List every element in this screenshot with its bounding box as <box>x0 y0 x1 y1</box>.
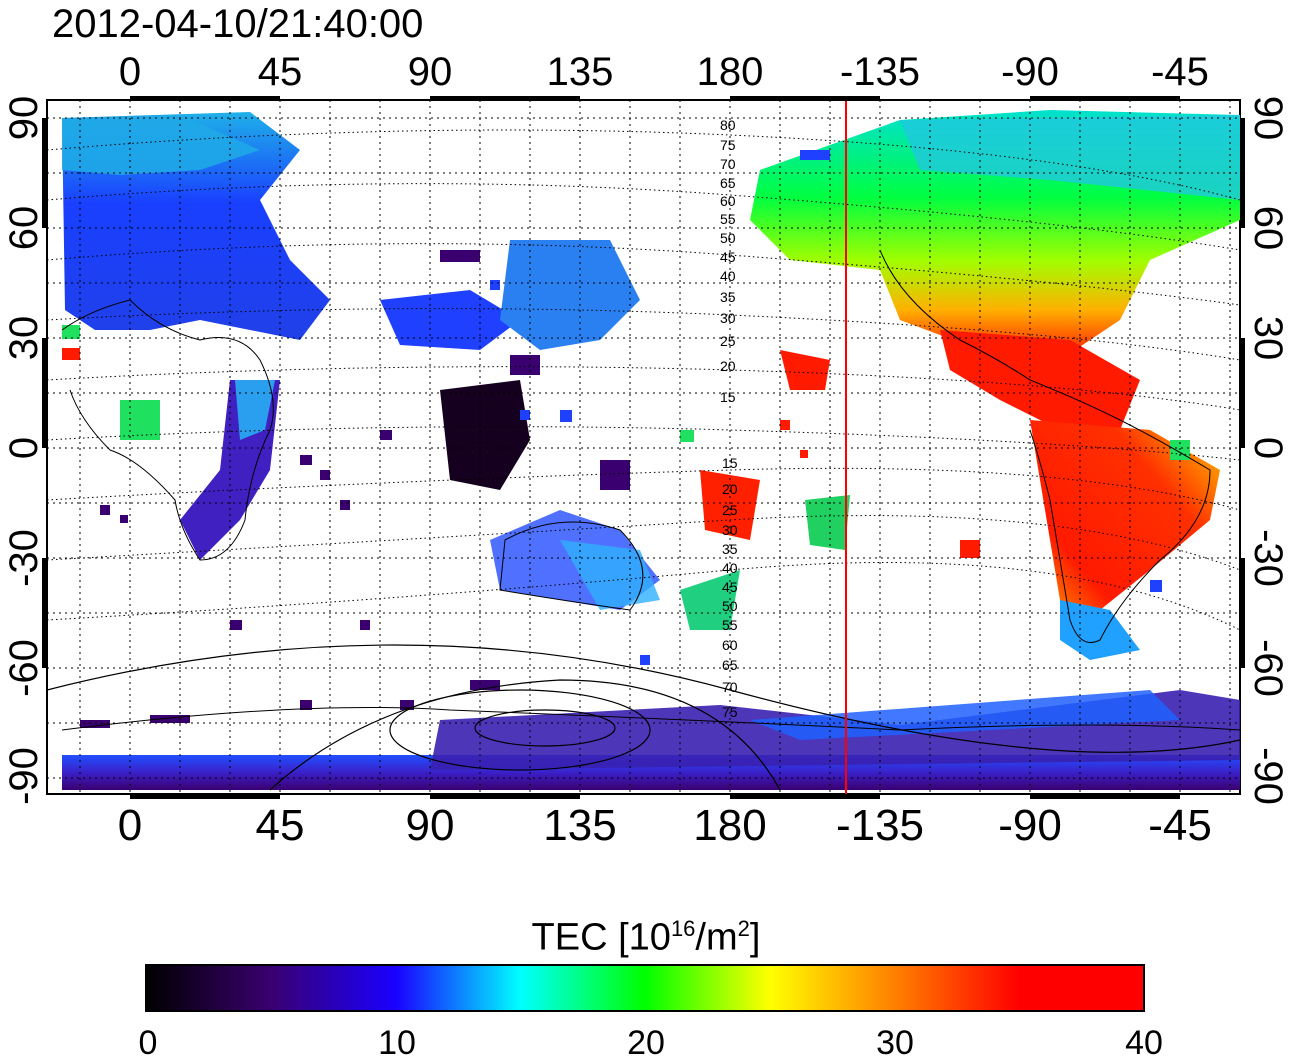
mag-lat-label: 60 <box>720 193 736 209</box>
magnetic-latitude-contours <box>47 129 1240 631</box>
bottom-lon-tick: 0 <box>117 801 143 850</box>
top-lon-tick: 45 <box>257 50 303 94</box>
bottom-lon-tick: -135 <box>835 801 925 850</box>
map-grid <box>47 100 1240 794</box>
top-lon-tick: -45 <box>1151 50 1209 94</box>
tec-region-pacific-patch <box>780 350 830 390</box>
mag-lat-label: 30 <box>722 522 738 538</box>
colorbar-label-exponent: 16 <box>670 916 696 941</box>
mag-lat-label: 30 <box>720 310 736 326</box>
mag-lat-label: 20 <box>720 358 736 374</box>
tec-region-antarctica <box>62 755 1240 790</box>
bottom-lon-tick: -45 <box>1148 801 1212 850</box>
top-lon-tick: -90 <box>1001 50 1059 94</box>
map-border-ticks <box>42 96 1245 799</box>
tec-region-indian-ocean-low <box>440 380 530 490</box>
bottom-lon-tick: 90 <box>405 801 455 850</box>
top-lon-tick: 180 <box>696 50 764 94</box>
top-lon-tick: 90 <box>407 50 453 94</box>
tec-world-map <box>42 96 1245 799</box>
tec-region-north-atlantic <box>62 115 260 175</box>
tec-region-asia <box>380 290 520 350</box>
bottom-lon-tick: 135 <box>543 801 617 850</box>
colorbar-tick: 20 <box>627 1024 665 1062</box>
mag-lat-label: 40 <box>720 268 736 284</box>
mag-lat-label: 70 <box>720 156 736 172</box>
tec-scatter-blocks <box>80 250 630 728</box>
mag-lat-label: 40 <box>722 560 738 576</box>
mag-lat-label: 80 <box>720 117 736 133</box>
mag-lat-label: 70 <box>722 679 738 695</box>
bottom-lon-tick: 180 <box>693 801 767 850</box>
colorbar-label-unit-exponent: 2 <box>737 916 750 941</box>
colorbar-bar <box>145 964 1145 1012</box>
bottom-lon-tick: 45 <box>255 801 305 850</box>
colorbar <box>145 964 1145 1012</box>
mag-lat-label: 75 <box>722 704 738 720</box>
mag-lat-label: 65 <box>722 657 738 673</box>
tec-data-layer <box>47 100 1240 794</box>
mag-lat-label: 25 <box>720 333 736 349</box>
mag-lat-label: 15 <box>720 389 736 405</box>
map-timestamp-title: 2012-04-10/21:40:00 <box>52 2 424 46</box>
south-polar-contours <box>47 644 1240 791</box>
mag-lat-label: 15 <box>722 455 738 471</box>
colorbar-label-prefix: TEC [10 <box>531 916 671 959</box>
colorbar-label: TEC [1016/m2] <box>0 908 1292 959</box>
colorbar-tick: 0 <box>138 1024 158 1062</box>
colorbar-label-suffix: ] <box>749 916 761 959</box>
coastlines <box>61 249 1240 731</box>
mag-lat-label: 65 <box>720 175 736 191</box>
tec-region-east-africa <box>235 380 275 440</box>
colorbar-label-unit: /m <box>695 916 738 959</box>
top-lon-tick: -135 <box>839 50 921 94</box>
colorbar-tick: 30 <box>876 1024 914 1062</box>
bottom-lon-tick: -90 <box>998 801 1062 850</box>
mag-lat-label: 55 <box>722 617 738 633</box>
mag-lat-label: 50 <box>722 598 738 614</box>
mag-lat-label: 20 <box>722 481 738 497</box>
top-lon-tick: 135 <box>546 50 614 94</box>
tec-region-new-zealand <box>680 570 740 630</box>
mag-lat-label: 75 <box>720 137 736 153</box>
mag-lat-label: 45 <box>720 249 736 265</box>
top-lon-tick: 0 <box>118 50 142 94</box>
mag-lat-label: 55 <box>720 211 736 227</box>
mag-lat-label: 60 <box>722 637 738 653</box>
tec-region-south-america <box>1030 420 1220 640</box>
mag-lat-label: 50 <box>720 230 736 246</box>
mag-lat-label: 35 <box>720 289 736 305</box>
mag-lat-label: 45 <box>722 579 738 595</box>
mag-lat-label: 25 <box>722 502 738 518</box>
tec-region-east-asia <box>500 240 640 350</box>
colorbar-tick: 10 <box>378 1024 416 1062</box>
colorbar-tick: 40 <box>1125 1024 1163 1062</box>
tec-region-central-america <box>940 330 1140 430</box>
mag-lat-label: 35 <box>722 541 738 557</box>
